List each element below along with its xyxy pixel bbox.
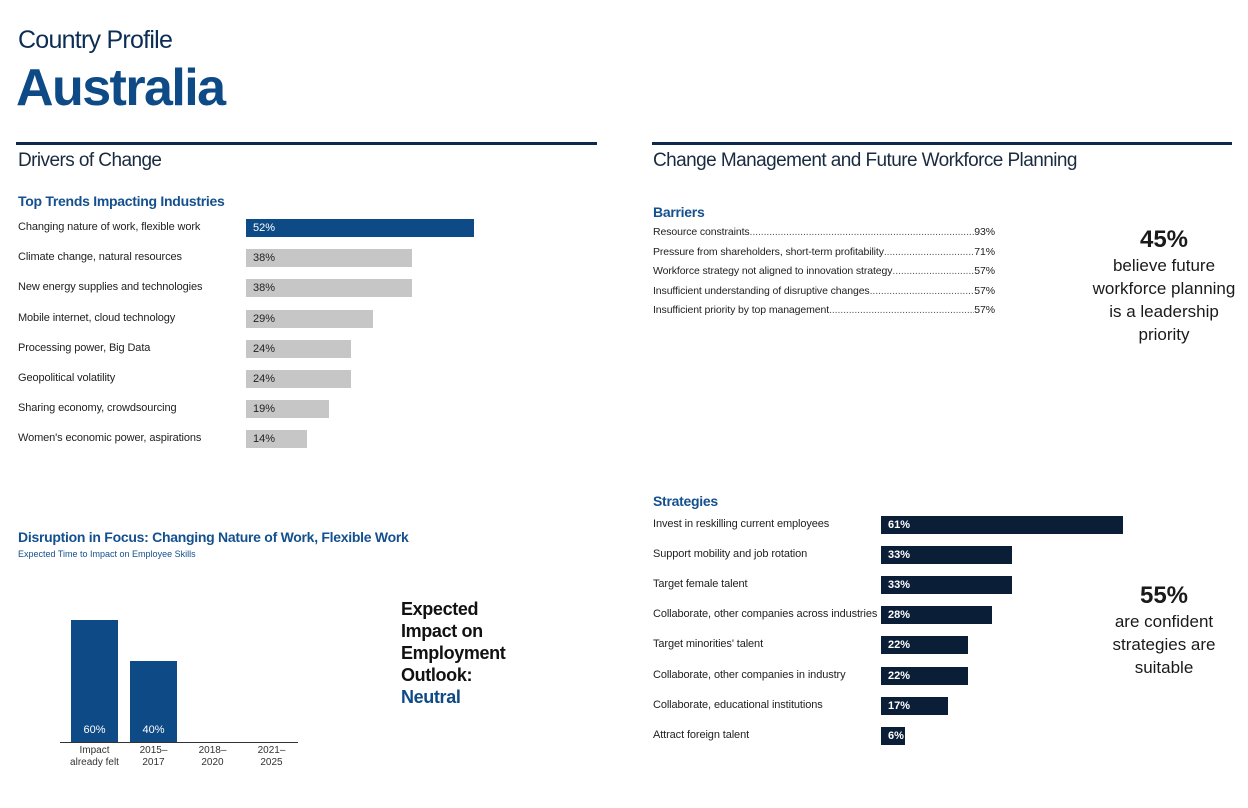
- strategy-bar: 28%: [881, 606, 992, 625]
- strategy-label: Collaborate, other companies in industry: [653, 668, 846, 681]
- section-title-change: Change Management and Future Workforce P…: [653, 150, 1077, 171]
- x-tick-line: Impact: [79, 745, 110, 756]
- barrier-leader-dots: [884, 246, 974, 258]
- trend-label: New energy supplies and technologies: [18, 281, 203, 294]
- barriers-title: Barriers: [653, 204, 705, 220]
- barrier-label: Workforce strategy not aligned to innova…: [653, 265, 893, 277]
- trend-label: Sharing economy, crowdsourcing: [18, 402, 177, 415]
- barrier-value: 57%: [974, 284, 995, 297]
- callout-leadership-line: workforce planning: [1092, 279, 1236, 298]
- callout-strategies-value: 55%: [1139, 582, 1189, 609]
- barrier-row: Insufficient understanding of disruptive…: [653, 285, 995, 297]
- trend-bar: 24%: [246, 339, 352, 358]
- strategy-bar: 6%: [881, 726, 905, 745]
- outlook-line: Expected: [401, 599, 479, 619]
- x-tick-label: 2018– 2020: [185, 745, 241, 769]
- callout-strategies: 55% are confident strategies are suitabl…: [1095, 582, 1233, 679]
- page-title: Australia: [16, 59, 226, 117]
- barrier-row: Resource constraints 93%: [653, 226, 995, 238]
- section-rule-right: [652, 142, 1232, 145]
- barrier-value: 71%: [974, 245, 995, 258]
- strategy-label: Collaborate, other companies across indu…: [653, 608, 878, 621]
- outlook-line: Impact on: [401, 621, 483, 641]
- x-tick-line: 2017: [142, 757, 165, 768]
- strategy-bar: 61%: [881, 516, 1123, 534]
- page-pretitle: Country Profile: [18, 26, 173, 54]
- barrier-leader-dots: [892, 265, 974, 277]
- strategy-label: Target female talent: [653, 578, 748, 591]
- trend-bar: 19%: [246, 400, 330, 419]
- callout-leadership-line: priority: [1138, 325, 1190, 344]
- outlook-value: Neutral: [401, 687, 461, 707]
- trend-bar: 38%: [246, 279, 413, 298]
- trend-label: Climate change, natural resources: [18, 251, 182, 264]
- trend-label: Geopolitical volatility: [18, 372, 116, 384]
- impact-bar: 40%: [130, 660, 177, 742]
- trend-bar: 24%: [246, 370, 352, 388]
- trend-bar: 52%: [246, 219, 474, 237]
- strategy-label: Target minorities' talent: [653, 638, 764, 651]
- section-title-drivers: Drivers of Change: [18, 150, 162, 171]
- strategies-title: Strategies: [653, 493, 718, 509]
- callout-strategies-line: strategies are: [1112, 635, 1216, 654]
- trend-bar: 38%: [246, 249, 413, 268]
- callout-strategies-line: are confident: [1114, 612, 1214, 631]
- barrier-label: Insufficient priority by top management: [653, 304, 830, 316]
- x-tick-line: 2025: [260, 757, 283, 768]
- callout-leadership-line: is a leadership: [1109, 302, 1219, 321]
- barrier-leader-dots: [870, 285, 975, 297]
- strategy-label: Support mobility and job rotation: [653, 548, 808, 561]
- barrier-row: Workforce strategy not aligned to innova…: [653, 265, 995, 277]
- x-tick-line: 2020: [201, 757, 224, 768]
- strategy-bar: 17%: [881, 696, 949, 715]
- disruption-title: Disruption in Focus: Changing Nature of …: [18, 529, 409, 545]
- trend-label: Changing nature of work, flexible work: [18, 221, 201, 233]
- strategy-bar: 33%: [881, 546, 1012, 565]
- trends-title: Top Trends Impacting Industries: [18, 193, 225, 209]
- callout-leadership-line: believe future: [1112, 256, 1216, 275]
- outlook-line: Outlook:: [401, 665, 473, 685]
- barrier-value: 57%: [974, 265, 995, 277]
- strategy-label: Attract foreign talent: [653, 728, 750, 741]
- strategy-label: Invest in reskilling current employees: [653, 518, 830, 530]
- section-rule-left: [16, 142, 597, 145]
- employment-outlook: Expected Impact on Employment Outlook: N…: [401, 598, 506, 708]
- trend-label: Women's economic power, aspirations: [18, 432, 202, 445]
- x-tick-label: Impact already felt: [67, 745, 123, 769]
- impact-bar-label: 60%: [83, 723, 106, 736]
- trend-label: Mobile internet, cloud technology: [18, 311, 176, 324]
- outlook-line: Employment: [401, 643, 506, 663]
- x-tick-line: 2021–: [257, 745, 286, 756]
- strategy-label: Collaborate, educational institutions: [653, 698, 823, 711]
- impact-bar: 60%: [71, 620, 118, 742]
- impact-bar-label: 40%: [142, 723, 165, 736]
- barrier-row: Insufficient priority by top management 5…: [653, 304, 995, 316]
- barrier-label: Pressure from shareholders, short-term p…: [653, 245, 884, 258]
- barrier-value: 93%: [974, 226, 995, 238]
- strategy-bar: 22%: [881, 636, 969, 655]
- barrier-label: Resource constraints: [653, 226, 750, 238]
- callout-leadership-value: 45%: [1139, 226, 1189, 253]
- trend-bar: 14%: [246, 430, 308, 449]
- x-tick-line: 2018–: [198, 745, 227, 756]
- strategy-bar: 33%: [881, 576, 1012, 595]
- x-tick-line: already felt: [70, 757, 119, 768]
- barrier-leader-dots: [829, 304, 974, 316]
- strategy-bar: 22%: [881, 666, 969, 685]
- trend-bar: 29%: [246, 309, 374, 328]
- trend-label: Processing power, Big Data: [18, 341, 151, 354]
- x-tick-label: 2015– 2017: [126, 745, 182, 769]
- disruption-x-axis: [60, 742, 298, 743]
- barrier-label: Insufficient understanding of disruptive…: [653, 284, 870, 297]
- x-tick-label: 2021– 2025: [244, 745, 300, 769]
- barrier-value: 57%: [974, 304, 995, 316]
- disruption-subtitle: Expected Time to Impact on Employee Skil…: [18, 549, 196, 559]
- callout-leadership: 45% believe future workforce planning is…: [1090, 226, 1238, 346]
- x-tick-line: 2015–: [139, 745, 168, 756]
- callout-strategies-line: suitable: [1134, 658, 1194, 677]
- barrier-row: Pressure from shareholders, short-term p…: [653, 246, 995, 258]
- barrier-leader-dots: [750, 226, 975, 238]
